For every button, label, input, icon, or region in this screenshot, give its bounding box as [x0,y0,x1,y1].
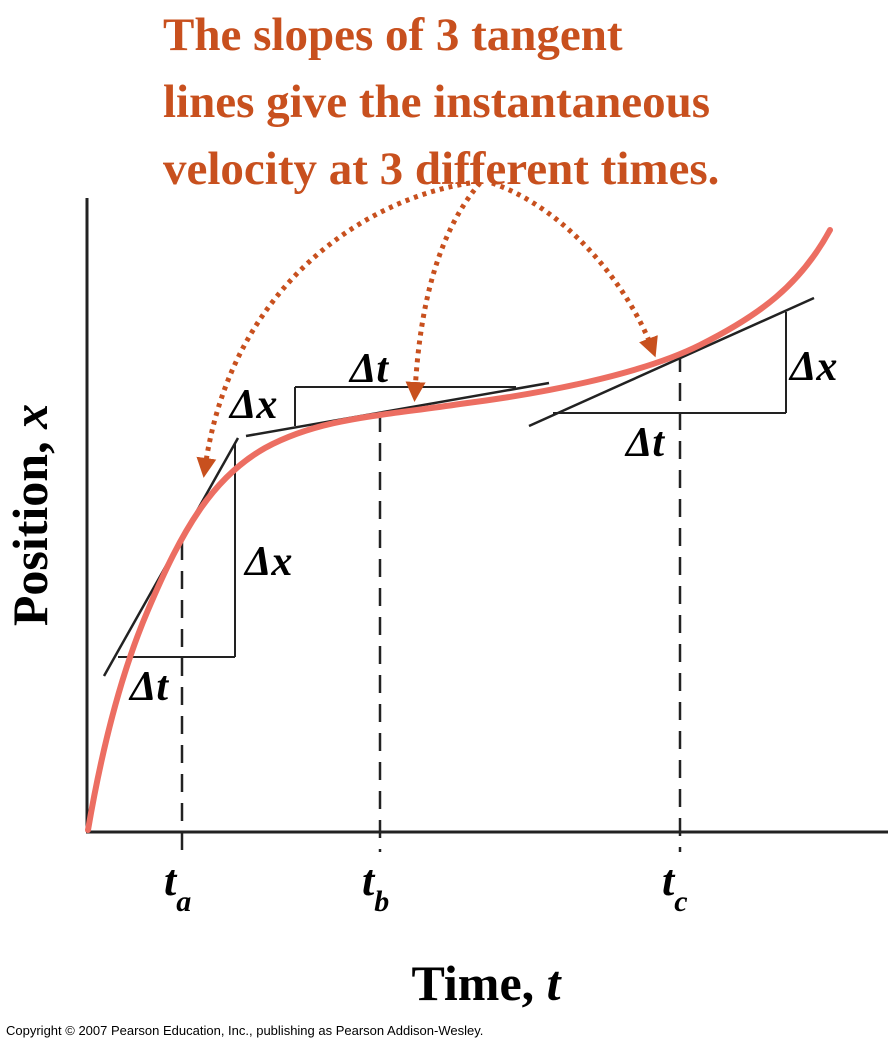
tick-label-tc: tc [662,856,688,918]
pointer-arrow-a [196,180,471,478]
y-axis-title-var: x [2,404,58,430]
y-axis-title-text: Position, [2,429,58,626]
tangent-line-c [528,296,815,428]
delta-x-label-a: Δx [243,539,292,585]
position-curve [85,227,833,833]
delta-t-label-b: Δt [348,346,389,392]
delta-t-label-c: Δt [624,420,665,466]
delta-x-label-b: Δx [228,382,277,428]
x-axis-title: Time, t [411,955,562,1011]
tick-label-tb: tb [362,856,389,918]
headline-line-3: velocity at 3 different times. [163,143,720,195]
x-axis-title-text: Time, [411,955,546,1011]
tick-ta-sub: a [176,885,191,918]
x-axis-title-var: t [547,955,563,1011]
tick-tc-sub: c [674,885,687,918]
headline-line-2: lines give the instantaneous [163,76,711,128]
tick-tc-base: t [662,856,676,905]
tick-ta-base: t [164,856,178,905]
pointer-arrow-c [491,180,658,358]
delta-t-label-a: Δt [128,664,169,710]
delta-x-label-c: Δx [788,344,837,390]
tick-tb-sub: b [374,885,389,918]
tick-tb-base: t [362,856,376,905]
tangent-line-b [245,381,550,438]
headline-line-1: The slopes of 3 tangent [163,9,623,61]
copyright-notice: Copyright © 2007 Pearson Education, Inc.… [6,1023,484,1038]
headline: The slopes of 3 tangent lines give the i… [163,2,719,203]
pointer-arrow-b [405,181,482,402]
tick-label-ta: ta [164,856,191,918]
y-axis-title: Position, x [2,404,58,626]
